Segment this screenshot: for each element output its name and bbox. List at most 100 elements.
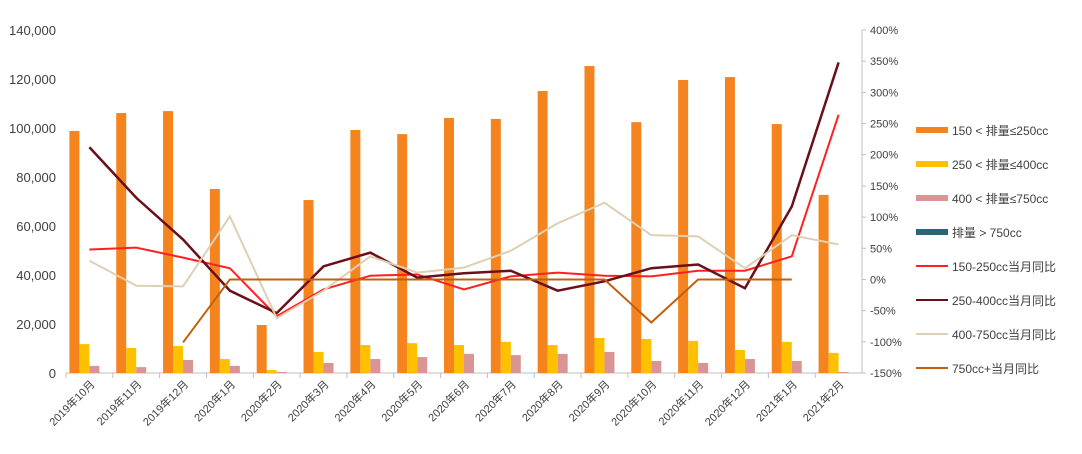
bar-2 — [407, 343, 418, 373]
legend-label: 750cc+当月同比 — [952, 362, 1039, 376]
x-tick-label: 2020年11月 — [655, 377, 706, 428]
right-tick-label: -100% — [870, 337, 902, 349]
left-tick-label: 140,000 — [9, 23, 56, 38]
x-tick-label: 2020年7月 — [472, 377, 519, 424]
legend-label: 150 < 排量≤250cc — [952, 124, 1048, 138]
bar-1 — [256, 324, 267, 373]
left-tick-label: 40,000 — [16, 268, 56, 283]
bar-1 — [69, 130, 80, 373]
bar-2 — [360, 345, 371, 373]
x-tick-label: 2020年5月 — [378, 377, 425, 424]
bar-1 — [584, 66, 595, 373]
bar-3 — [323, 362, 334, 373]
x-tick-label: 2020年6月 — [425, 377, 472, 424]
right-tick-label: 200% — [870, 150, 898, 162]
bar-2 — [500, 341, 511, 373]
bar-1 — [303, 200, 314, 373]
right-tick-label: 400% — [870, 25, 898, 37]
legend-label: 400 < 排量≤750cc — [952, 192, 1048, 206]
bar-3 — [276, 372, 287, 373]
left-tick-label: 80,000 — [16, 170, 56, 185]
bar-3 — [838, 372, 849, 373]
bar-3 — [744, 359, 755, 373]
bar-2 — [688, 340, 699, 373]
left-tick-label: 20,000 — [16, 317, 56, 332]
bar-2 — [266, 370, 277, 373]
line-series-2 — [88, 62, 840, 315]
bar-3 — [464, 353, 474, 373]
x-tick-label: 2021年2月 — [800, 377, 847, 424]
legend-swatch — [916, 161, 948, 167]
legend-swatch — [916, 229, 948, 235]
right-tick-label: 50% — [870, 243, 892, 255]
bar-3 — [651, 360, 662, 373]
line-series-3 — [88, 201, 839, 320]
bar-3 — [604, 351, 615, 373]
bar-1 — [116, 113, 127, 374]
bar-2 — [781, 341, 792, 373]
left-tick-label: 120,000 — [9, 72, 56, 87]
x-tick-label: 2019年11月 — [94, 377, 145, 428]
bar-3 — [136, 367, 147, 373]
legend-swatch — [916, 195, 948, 201]
bar-3 — [183, 360, 194, 373]
legend-label: 150-250cc当月同比 — [952, 260, 1056, 274]
bar-3 — [510, 355, 521, 373]
bar-1 — [818, 194, 829, 373]
bar-3 — [557, 353, 568, 373]
legend-label: 250 < 排量≤400cc — [952, 158, 1048, 172]
bar-2 — [641, 338, 652, 373]
line-series-4 — [182, 278, 792, 344]
bar-2 — [313, 351, 324, 373]
left-tick-label: 100,000 — [9, 121, 56, 136]
bar-1 — [397, 134, 408, 373]
left-tick-label: 60,000 — [16, 219, 56, 234]
x-tick-label: 2020年2月 — [238, 377, 285, 424]
right-tick-label: 350% — [870, 56, 898, 68]
right-tick-label: 250% — [870, 119, 898, 131]
bar-2 — [454, 345, 464, 373]
x-tick-label: 2020年9月 — [566, 377, 613, 424]
bar-1 — [163, 111, 174, 373]
x-tick-label: 2019年10月 — [46, 377, 97, 428]
bar-1 — [724, 77, 735, 373]
bar-1 — [490, 118, 501, 373]
bar-2 — [173, 346, 184, 373]
x-tick-label: 2021年1月 — [753, 377, 800, 424]
bar-2 — [594, 337, 605, 373]
bar-1 — [209, 189, 220, 373]
legend-swatch — [916, 127, 948, 133]
legend-label: 排量 > 750cc — [952, 226, 1022, 240]
x-tick-label: 2020年3月 — [285, 377, 332, 424]
bar-3 — [89, 365, 100, 373]
legend-label: 250-400cc当月同比 — [952, 294, 1056, 308]
right-tick-label: 150% — [870, 181, 898, 193]
bar-1 — [771, 124, 782, 373]
bar-2 — [219, 359, 230, 373]
bar-1 — [678, 79, 689, 373]
left-tick-label: 0 — [49, 366, 56, 381]
legend-label: 400-750cc当月同比 — [952, 328, 1056, 342]
bar-3 — [229, 365, 240, 373]
right-tick-label: 300% — [870, 87, 898, 99]
right-tick-label: 100% — [870, 212, 898, 224]
bar-2 — [734, 349, 745, 373]
x-tick-label: 2020年8月 — [519, 377, 566, 424]
line-series-1 — [89, 114, 840, 318]
bar-2 — [79, 344, 90, 373]
bar-2 — [828, 352, 839, 373]
bar-1 — [631, 122, 642, 374]
bar-1 — [444, 117, 454, 373]
right-tick-label: -150% — [870, 368, 902, 380]
x-tick-label: 2020年10月 — [608, 377, 659, 428]
bar-3 — [417, 357, 428, 373]
x-tick-label: 2020年4月 — [331, 377, 378, 424]
x-tick-label: 2019年12月 — [140, 377, 191, 428]
right-tick-label: -50% — [870, 306, 896, 318]
x-tick-label: 2020年1月 — [191, 377, 238, 424]
bar-3 — [370, 359, 381, 373]
right-tick-label: 0% — [870, 274, 886, 286]
bar-2 — [547, 345, 558, 373]
